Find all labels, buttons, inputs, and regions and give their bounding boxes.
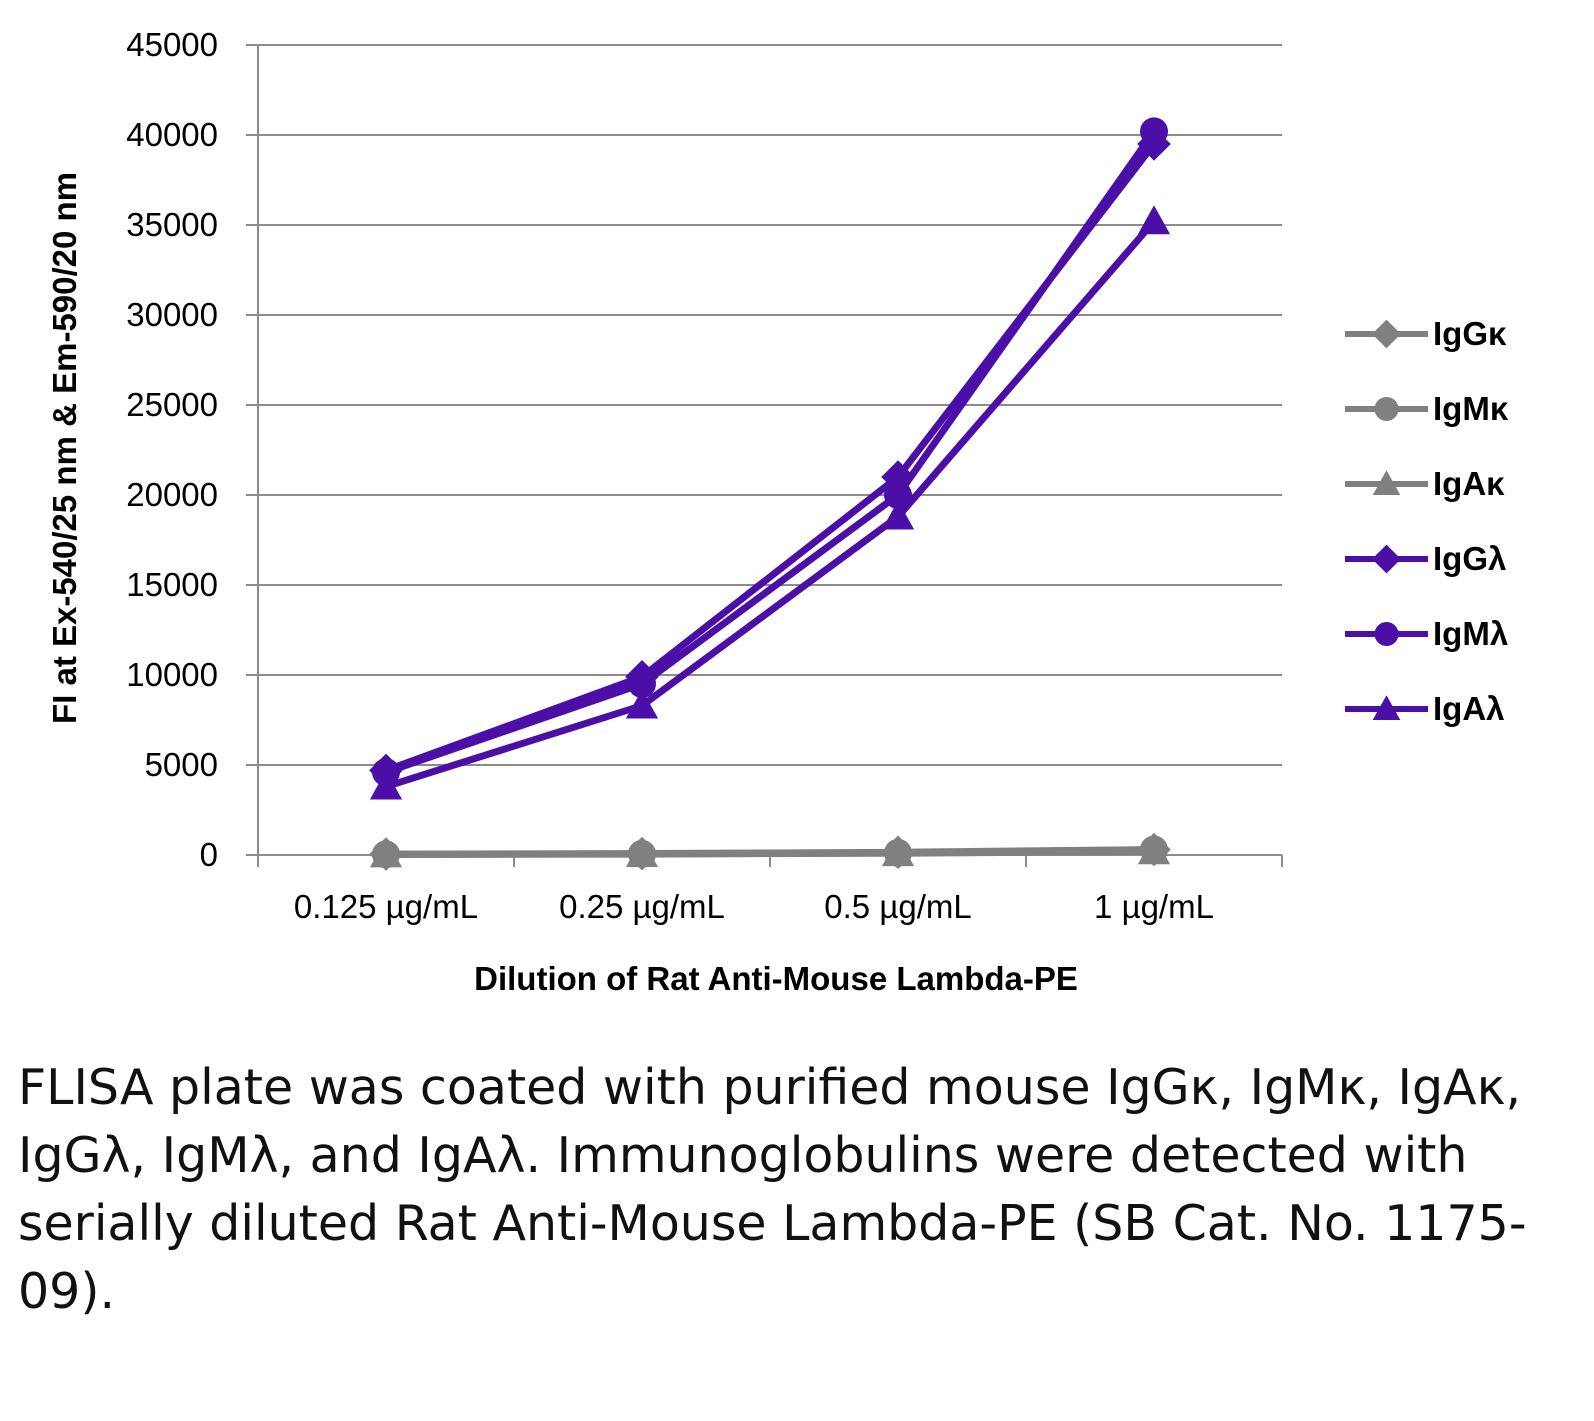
legend-label: IgGκ xyxy=(1433,315,1507,352)
x-tick-labels: 0.125 µg/mL 0.25 µg/mL 0.5 µg/mL 1 µg/mL xyxy=(294,888,1214,925)
y-tick-label: 35000 xyxy=(126,206,218,243)
legend-marker xyxy=(1374,622,1399,646)
x-tick-label: 1 µg/mL xyxy=(1094,888,1214,925)
x-tick-label: 0.125 µg/mL xyxy=(294,888,478,925)
y-tick-label: 25000 xyxy=(126,386,218,423)
series-line xyxy=(384,129,1157,776)
x-tick-label: 0.5 µg/mL xyxy=(824,888,971,925)
series-line xyxy=(384,219,1157,790)
data-point xyxy=(881,500,915,530)
legend-item: IgGκ xyxy=(1345,315,1507,352)
legend-label: IgMλ xyxy=(1433,615,1508,652)
data-point xyxy=(1137,205,1171,235)
data-point xyxy=(884,481,912,509)
legend-item: IgMλ xyxy=(1345,615,1508,652)
series-line xyxy=(385,847,1155,858)
series-iga-triangle xyxy=(369,205,1171,800)
legend-label: IgAλ xyxy=(1433,690,1505,727)
legend-marker xyxy=(1372,695,1401,721)
legend-item: IgGλ xyxy=(1345,540,1506,577)
data-point xyxy=(628,670,656,698)
legend-item: IgMκ xyxy=(1345,390,1509,427)
legend-label: IgMκ xyxy=(1433,390,1509,427)
y-tick-label: 0 xyxy=(200,836,218,873)
y-axis-title: FI at Ex-540/25 nm & Em-590/20 nm xyxy=(46,172,83,724)
y-tick-label: 45000 xyxy=(126,26,218,63)
data-point xyxy=(881,460,915,494)
data-point xyxy=(1140,117,1168,146)
data-point xyxy=(881,837,915,867)
y-tick-label: 15000 xyxy=(126,566,218,603)
y-tick-label: 20000 xyxy=(126,476,218,513)
legend-label: IgGλ xyxy=(1433,540,1506,577)
series-iga-triangle xyxy=(369,835,1171,868)
y-tick-label: 30000 xyxy=(126,296,218,333)
series-igg-diamond xyxy=(369,127,1171,788)
series-igm-circle xyxy=(372,117,1168,787)
y-tick-label: 10000 xyxy=(126,656,218,693)
legend-marker xyxy=(1372,319,1401,349)
data-point xyxy=(369,838,403,868)
y-tick-label: 40000 xyxy=(126,116,218,153)
legend-item: IgAλ xyxy=(1345,690,1505,727)
figure-caption: FLISA plate was coated with purified mou… xyxy=(18,1059,1527,1320)
data-point xyxy=(625,838,659,867)
legend-marker xyxy=(1372,544,1401,574)
data-point xyxy=(625,689,659,719)
y-tick-labels: 0 5000 10000 15000 20000 25000 30000 35000 40000… xyxy=(126,26,218,873)
data-point xyxy=(369,770,403,800)
data-point xyxy=(1137,835,1171,865)
x-axis-title: Dilution of Rat Anti-Mouse Lambda-PE xyxy=(474,960,1078,997)
legend: IgGκ IgMκ IgAκ IgGλ IgMλ IgAλ xyxy=(1345,315,1509,727)
x-tick-label: 0.25 µg/mL xyxy=(559,888,725,925)
gridlines xyxy=(246,44,1282,766)
legend-marker xyxy=(1372,470,1401,496)
legend-item: IgAκ xyxy=(1345,465,1505,502)
series-group xyxy=(369,117,1171,871)
legend-marker xyxy=(1374,397,1399,421)
y-tick-label: 5000 xyxy=(145,746,218,783)
legend-label: IgAκ xyxy=(1433,465,1505,502)
series-line xyxy=(384,141,1157,774)
line-chart: 0 5000 10000 15000 20000 25000 30000 35000 40000… xyxy=(46,26,1509,997)
